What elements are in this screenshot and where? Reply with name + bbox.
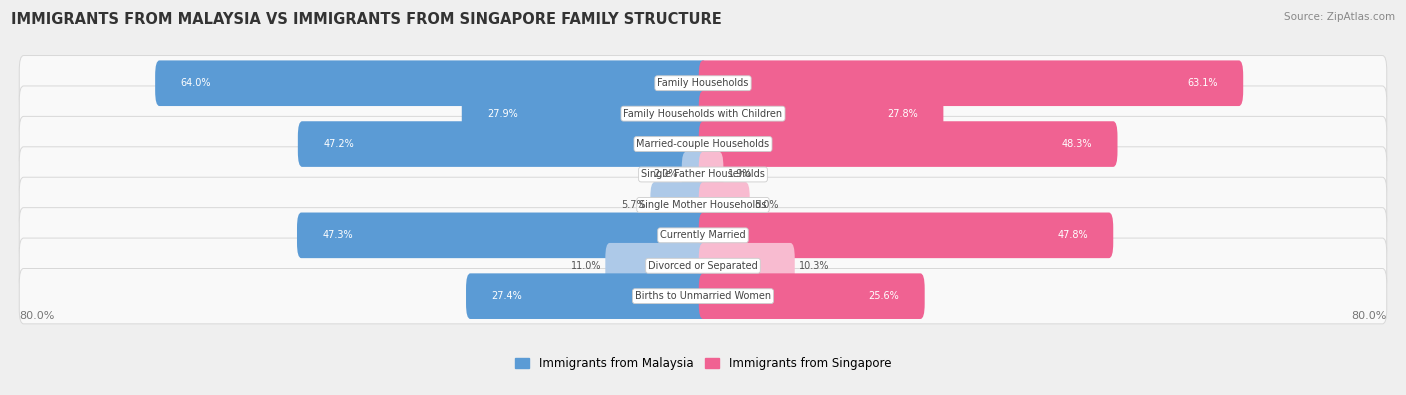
FancyBboxPatch shape [20,177,1386,233]
Text: 27.8%: 27.8% [887,109,918,118]
FancyBboxPatch shape [651,182,707,228]
Text: Divorced or Separated: Divorced or Separated [648,261,758,271]
FancyBboxPatch shape [699,91,943,136]
Text: 10.3%: 10.3% [799,261,830,271]
FancyBboxPatch shape [20,238,1386,293]
Text: Married-couple Households: Married-couple Households [637,139,769,149]
FancyBboxPatch shape [155,60,707,106]
Text: 25.6%: 25.6% [869,291,900,301]
Text: Currently Married: Currently Married [661,230,745,240]
Text: 1.9%: 1.9% [728,169,752,179]
Text: Births to Unmarried Women: Births to Unmarried Women [636,291,770,301]
FancyBboxPatch shape [20,56,1386,111]
FancyBboxPatch shape [699,152,723,198]
Text: 47.8%: 47.8% [1057,230,1088,240]
FancyBboxPatch shape [20,269,1386,324]
Text: 5.7%: 5.7% [621,200,647,210]
FancyBboxPatch shape [699,273,925,319]
Text: 47.2%: 47.2% [323,139,354,149]
Legend: Immigrants from Malaysia, Immigrants from Singapore: Immigrants from Malaysia, Immigrants fro… [515,357,891,370]
FancyBboxPatch shape [699,121,1118,167]
FancyBboxPatch shape [20,117,1386,172]
FancyBboxPatch shape [699,60,1243,106]
Text: 5.0%: 5.0% [754,200,779,210]
FancyBboxPatch shape [699,182,749,228]
FancyBboxPatch shape [20,208,1386,263]
FancyBboxPatch shape [682,152,707,198]
Text: 11.0%: 11.0% [571,261,602,271]
Text: 63.1%: 63.1% [1187,78,1218,88]
FancyBboxPatch shape [606,243,707,289]
Text: 80.0%: 80.0% [20,311,55,321]
Text: 47.3%: 47.3% [322,230,353,240]
Text: 64.0%: 64.0% [180,78,211,88]
Text: 48.3%: 48.3% [1062,139,1092,149]
Text: Single Father Households: Single Father Households [641,169,765,179]
FancyBboxPatch shape [20,86,1386,141]
Text: 27.9%: 27.9% [488,109,517,118]
FancyBboxPatch shape [699,243,794,289]
FancyBboxPatch shape [465,273,707,319]
Text: 80.0%: 80.0% [1351,311,1386,321]
Text: IMMIGRANTS FROM MALAYSIA VS IMMIGRANTS FROM SINGAPORE FAMILY STRUCTURE: IMMIGRANTS FROM MALAYSIA VS IMMIGRANTS F… [11,12,723,27]
Text: Family Households: Family Households [658,78,748,88]
FancyBboxPatch shape [461,91,707,136]
FancyBboxPatch shape [20,147,1386,202]
FancyBboxPatch shape [699,213,1114,258]
Text: Family Households with Children: Family Households with Children [623,109,783,118]
Text: Single Mother Households: Single Mother Households [640,200,766,210]
FancyBboxPatch shape [298,121,707,167]
FancyBboxPatch shape [297,213,707,258]
Text: 2.0%: 2.0% [652,169,678,179]
Text: Source: ZipAtlas.com: Source: ZipAtlas.com [1284,12,1395,22]
Text: 27.4%: 27.4% [492,291,522,301]
